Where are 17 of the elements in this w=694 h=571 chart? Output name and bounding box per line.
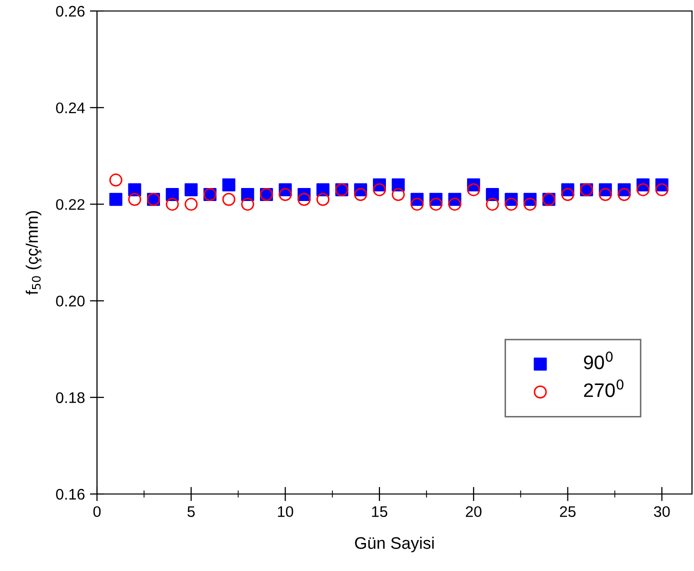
x-tick-label: 20 xyxy=(466,506,482,518)
y-tick-label: 0.24 xyxy=(56,102,85,114)
x-tick-label: 30 xyxy=(654,506,670,518)
x-tick-label: 15 xyxy=(372,506,388,518)
legend-label: 270$^{0}$ xyxy=(584,379,624,398)
y-tick-label: 0.20 xyxy=(56,296,85,306)
y-tick-label: 0.26 xyxy=(56,6,85,17)
x-tick-label: 10 xyxy=(278,506,294,518)
x-axis-title: Gün Sayisi xyxy=(355,536,434,552)
x-tick-label: 5 xyxy=(188,506,195,518)
y-tick-label: 0.22 xyxy=(56,199,84,210)
y-tick-label: 0.16 xyxy=(56,488,85,500)
x-tick-label: 25 xyxy=(560,506,576,518)
y-axis-title: f$_{50}$ (çç/mm) xyxy=(26,211,42,295)
y-tick-label: 0.18 xyxy=(56,392,85,404)
x-tick-label: 0 xyxy=(93,506,101,518)
legend-label: 90$^{0}$ xyxy=(584,352,613,370)
